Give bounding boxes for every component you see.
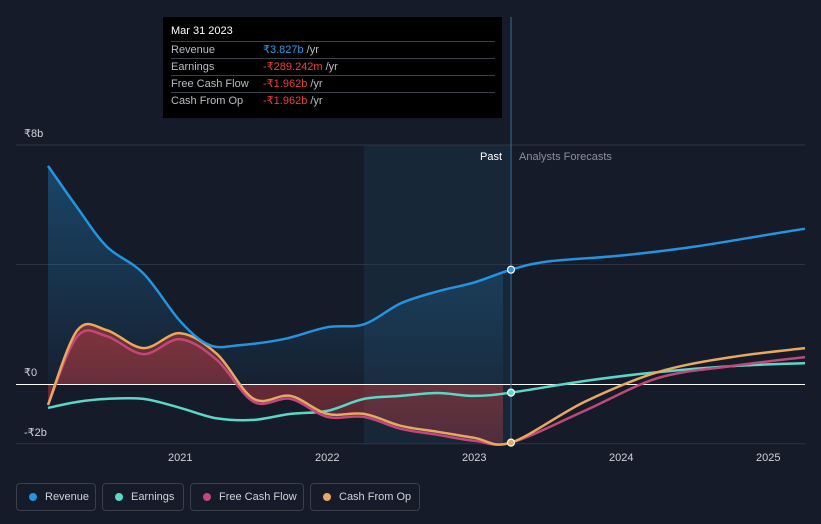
x-tick-label-2022: 2022 bbox=[315, 452, 339, 464]
legend-item-revenue[interactable]: Revenue bbox=[16, 483, 96, 511]
tooltip-value: -₹1.962b/yr bbox=[263, 95, 323, 107]
legend-dot-icon bbox=[203, 493, 211, 501]
legend-label: Free Cash Flow bbox=[219, 491, 297, 503]
past-label: Past bbox=[480, 151, 502, 163]
cash-from-op-marker bbox=[506, 438, 516, 447]
free-cash-flow-line bbox=[46, 329, 806, 446]
tooltip-row-free-cash-flow: Free Cash Flow -₹1.962b/yr bbox=[171, 75, 495, 93]
free-cash-flow-area bbox=[48, 330, 503, 445]
legend-item-earnings[interactable]: Earnings bbox=[102, 483, 184, 511]
earnings-marker bbox=[506, 388, 516, 397]
tooltip-row-earnings: Earnings -₹289.242m/yr bbox=[171, 58, 495, 76]
legend-dot-icon bbox=[29, 493, 37, 501]
tooltip-label: Earnings bbox=[171, 61, 215, 73]
forecast-label: Analysts Forecasts bbox=[519, 151, 612, 163]
legend-dot-icon bbox=[115, 493, 123, 501]
y-tick-label-zero: ₹0 bbox=[24, 367, 37, 379]
legend-label: Earnings bbox=[131, 491, 175, 503]
revenue-marker bbox=[506, 265, 516, 274]
legend-label: Revenue bbox=[45, 491, 90, 503]
legend-item-free-cash-flow[interactable]: Free Cash Flow bbox=[190, 483, 304, 511]
revenue-line bbox=[46, 165, 806, 349]
y-tick-label-top: ₹8b bbox=[24, 128, 43, 140]
legend-item-cash-from-op[interactable]: Cash From Op bbox=[310, 483, 420, 511]
earnings-line bbox=[47, 361, 806, 422]
cash-from-op-line bbox=[46, 322, 806, 446]
tooltip-value: ₹3.827b/yr bbox=[263, 44, 319, 56]
y-tick-label-bottom: -₹2b bbox=[24, 427, 47, 439]
tooltip-row-cash-from-op: Cash From Op -₹1.962b/yr bbox=[171, 92, 495, 110]
x-tick-label-2025: 2025 bbox=[756, 452, 780, 464]
x-tick-label-2021: 2021 bbox=[168, 452, 192, 464]
tooltip-label: Free Cash Flow bbox=[171, 78, 249, 90]
tooltip-label: Cash From Op bbox=[171, 95, 244, 107]
tooltip-date: Mar 31 2023 bbox=[171, 25, 233, 37]
x-tick-label-2024: 2024 bbox=[609, 452, 633, 464]
legend-dot-icon bbox=[323, 493, 331, 501]
revenue-area bbox=[48, 165, 503, 384]
legend-label: Cash From Op bbox=[339, 491, 412, 503]
tooltip: Mar 31 2023 Revenue ₹3.827b/yr Earnings … bbox=[163, 17, 502, 118]
tooltip-value: -₹1.962b/yr bbox=[263, 78, 323, 90]
tooltip-label: Revenue bbox=[171, 44, 216, 56]
tooltip-row-revenue: Revenue ₹3.827b/yr bbox=[171, 41, 495, 59]
tooltip-value: -₹289.242m/yr bbox=[263, 61, 338, 73]
x-tick-label-2023: 2023 bbox=[462, 452, 486, 464]
